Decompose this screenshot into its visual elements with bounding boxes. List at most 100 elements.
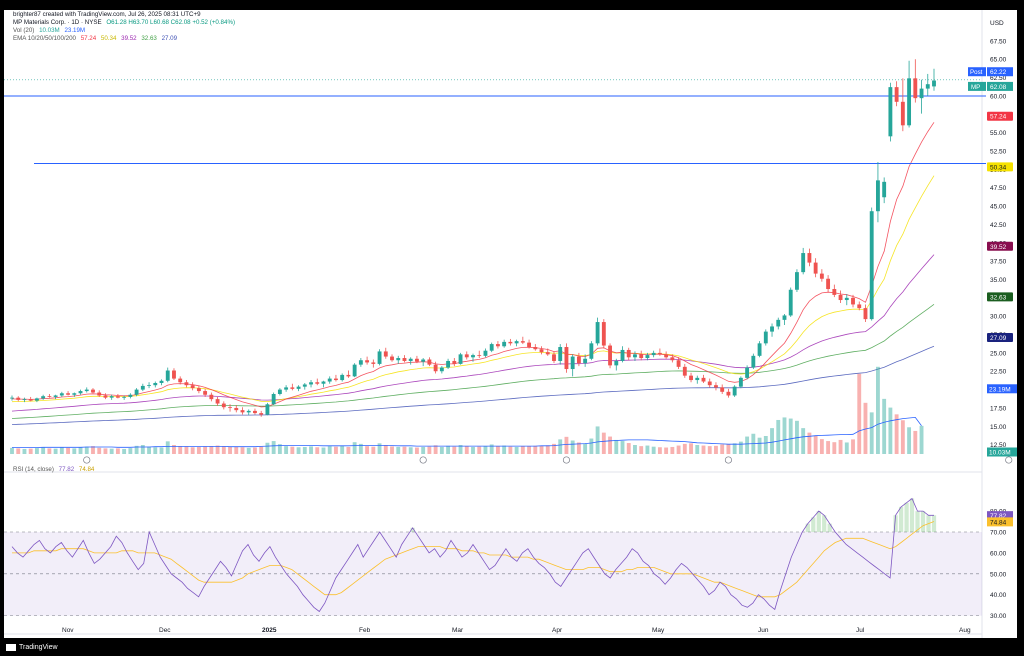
price-tick-label: 35.00	[990, 277, 1007, 284]
volume-bar	[290, 446, 295, 454]
rsi-tick-label: 40.00	[990, 592, 1007, 599]
candle-body	[502, 341, 507, 347]
candle-body	[396, 358, 401, 361]
volume-bar	[402, 446, 407, 454]
candle-body	[184, 382, 189, 386]
candle	[657, 348, 662, 356]
candle	[22, 397, 27, 403]
volume-bar	[651, 446, 656, 454]
volume-bar	[196, 446, 201, 454]
symbol-label-bg	[968, 81, 986, 91]
candle-body	[309, 382, 313, 385]
volume-bar	[296, 447, 301, 454]
candle-body	[72, 393, 77, 395]
volume-bar	[78, 446, 83, 454]
rsi-ma-line	[12, 521, 935, 598]
ema20-legend-value: 50.34	[100, 35, 117, 42]
candle-body	[645, 355, 650, 359]
candle-body	[209, 394, 214, 400]
candle	[78, 389, 83, 395]
candle	[477, 350, 482, 359]
candle-body	[514, 341, 519, 344]
volume-bar	[807, 432, 812, 454]
candle	[776, 317, 781, 330]
volume-legend[interactable]: Vol (20) 10.03M 23.19M	[13, 27, 88, 34]
candle-body	[446, 360, 451, 368]
candle-body	[533, 347, 538, 350]
volume-bar	[539, 445, 544, 454]
volume-bar	[844, 442, 849, 454]
candle	[689, 372, 693, 383]
volume-bar	[383, 445, 388, 454]
candle-body	[159, 380, 164, 383]
candle	[570, 354, 575, 377]
volume-bar	[190, 447, 195, 454]
candle-body	[707, 381, 712, 386]
candle-body	[776, 319, 781, 327]
candle-body	[153, 382, 158, 386]
volume-bar	[147, 446, 151, 454]
candle-body	[259, 413, 264, 415]
candle-body	[863, 308, 868, 320]
candle	[863, 304, 868, 323]
candle	[576, 352, 581, 367]
rsi-legend[interactable]: RSI (14, close) 77.82 74.84	[13, 466, 97, 473]
ema100-legend-value: 32.63	[141, 35, 157, 42]
time-axis-label: Jun	[758, 627, 769, 634]
symbol-title[interactable]: MP Materials Corp. · 1D · NYSE	[13, 19, 102, 26]
ema100-price-tag-bg	[987, 292, 1013, 302]
candle	[153, 381, 158, 388]
candle-body	[851, 297, 855, 305]
candle	[495, 341, 500, 349]
volume-bar	[358, 443, 363, 454]
rsi-tick-label: 30.00	[990, 613, 1007, 620]
ema10-price-tag: 57.24	[990, 114, 1007, 121]
candle	[614, 358, 619, 371]
volume-bar	[520, 446, 525, 454]
candle-body	[539, 349, 544, 353]
candle	[464, 351, 469, 360]
candle-body	[203, 391, 208, 395]
candle	[327, 376, 332, 384]
ema100-price-tag: 32.63	[990, 294, 1007, 301]
candle	[601, 319, 606, 349]
rsi-tick-label: 60.00	[990, 550, 1007, 557]
candle	[508, 338, 513, 346]
candle	[302, 382, 307, 390]
candle-body	[682, 366, 687, 376]
volume-bar	[857, 373, 862, 454]
volume-bar	[122, 448, 127, 454]
candle	[134, 388, 139, 397]
candle	[558, 344, 563, 365]
candle	[801, 247, 806, 275]
price-tick-label: 25.00	[990, 350, 1007, 357]
candle	[346, 370, 351, 378]
candle-body	[122, 396, 127, 398]
candle-body	[626, 349, 631, 358]
candle	[888, 82, 893, 142]
candle-body	[732, 386, 737, 396]
volume-bar	[633, 445, 637, 454]
candle	[246, 409, 251, 416]
chart-canvas[interactable]: USD12.5015.0017.5020.0022.5025.0027.5030…	[4, 10, 1017, 638]
volume-bar	[776, 419, 781, 454]
candle	[103, 393, 108, 400]
ema-legend[interactable]: EMA 10/20/50/100/200 57.24 50.34 39.52 3…	[13, 35, 180, 42]
volume-bar	[165, 441, 170, 454]
candle	[763, 329, 768, 346]
candle-body	[452, 360, 457, 364]
candle	[707, 378, 712, 388]
candle	[446, 358, 451, 370]
candle	[900, 78, 905, 132]
volume-bar	[514, 446, 519, 454]
candle-body	[558, 347, 563, 361]
candle	[876, 162, 880, 223]
candle-body	[832, 289, 837, 295]
symbol-legend[interactable]: MP Materials Corp. · 1D · NYSE O61.28 H6…	[13, 19, 238, 26]
earnings-marker-icon	[562, 456, 570, 464]
candle-body	[10, 397, 14, 399]
volume-bar	[913, 430, 918, 454]
candle	[296, 385, 301, 392]
ema20-price-tag: 50.34	[990, 164, 1007, 171]
candle-body	[383, 351, 388, 357]
